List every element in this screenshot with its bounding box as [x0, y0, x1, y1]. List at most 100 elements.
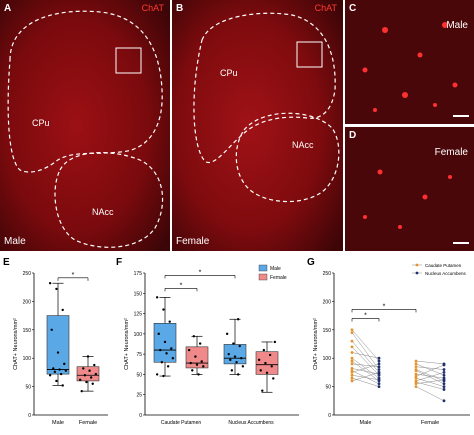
g-female-nacc-point	[442, 363, 446, 367]
f-male-1-data-point	[230, 369, 234, 372]
f-female-1-data-point	[268, 353, 272, 357]
g-female-nacc-point	[442, 388, 446, 391]
f-male-0-data-point	[165, 352, 168, 355]
e-y-tick-label: 200	[23, 299, 32, 305]
f-female-1-data-point	[264, 361, 267, 365]
g-female-cpu-point	[414, 382, 418, 386]
g-male-pair-line	[351, 352, 380, 359]
f-female-0-data-point	[192, 335, 196, 338]
g-female-nacc-point	[442, 399, 446, 403]
e-male-data-point	[48, 282, 52, 285]
f-female-0-data-point	[194, 355, 197, 358]
f-y-tick-label: 0	[139, 413, 142, 419]
e-y-tick-label: 100	[23, 356, 32, 362]
e-male-data-point	[48, 374, 52, 377]
g-legend-marker	[415, 271, 419, 275]
f-x-tick-label: Nucleus Accumbens	[228, 420, 274, 426]
f-male-0-data-point	[157, 332, 160, 336]
g-female-cpu-point	[414, 376, 418, 380]
f-male-1-data-point	[232, 342, 235, 345]
f-sig-star: *	[199, 269, 202, 276]
g-sig-star: *	[383, 303, 386, 310]
panel-e-svg: 0 50 100 150 200 250 ChAT+ Neurons/mm² Male Fema…	[13, 271, 108, 426]
e-x-tick-label: Male	[52, 420, 64, 426]
e-male-box	[46, 315, 70, 375]
e-female-box	[76, 366, 100, 382]
panel-b-label: B	[176, 3, 184, 14]
f-legend-label: Female	[270, 275, 287, 281]
e-y-tick-label: 150	[23, 328, 32, 334]
f-legend-swatch	[258, 273, 268, 281]
e-female-data-point	[78, 378, 82, 381]
g-male-nacc-point	[377, 385, 381, 388]
f-female-1-data-point	[272, 377, 275, 380]
g-male-pair-line	[351, 346, 380, 376]
f-male-0-data-point	[171, 357, 175, 360]
g-male-cpu-point	[350, 356, 354, 360]
e-y-tick-label: 0	[28, 413, 31, 419]
e-female-data-point	[82, 367, 85, 370]
g-male-nacc-point	[377, 356, 381, 360]
g-legend-label: Nucleus Accumbens	[425, 271, 467, 276]
f-female-0-data-point	[191, 369, 194, 372]
g-female-nacc-point	[442, 368, 446, 371]
g-male-cpu-point	[350, 328, 354, 332]
e-male-data-point	[61, 384, 64, 387]
g-female-pair-line	[415, 363, 445, 376]
e-female-data-point	[80, 389, 83, 393]
f-female-0-data-point	[195, 363, 199, 366]
g-female-pair-line	[415, 373, 445, 379]
g-female-cpu-point	[414, 372, 418, 376]
e-male-data-point	[52, 367, 55, 370]
f-female-1-data-point	[270, 365, 273, 368]
f-legend-swatch	[258, 264, 268, 272]
f-male-0-data-point	[159, 348, 162, 352]
g-legend-label: Caudate Putamen	[425, 263, 462, 268]
g-female-cpu-point	[414, 385, 418, 388]
f-male-1-data-point	[236, 318, 240, 321]
g-male-pair-line	[351, 340, 380, 373]
e-female-data-point	[89, 376, 93, 379]
panel-a-sex-label: Male	[4, 236, 26, 247]
g-male-pair-line	[351, 377, 380, 387]
f-female-1-data-point	[273, 340, 277, 344]
panel-d-stain-image	[345, 127, 474, 251]
g-female-cpu-point	[414, 365, 418, 369]
e-female-data-point	[86, 355, 90, 358]
f-male-0-data-point	[155, 373, 159, 376]
g-sig-star: *	[364, 312, 367, 319]
g-female-cpu-point	[414, 369, 418, 373]
f-male-1-data-point	[241, 365, 245, 368]
f-x-tick-label: Caudate Putamen	[161, 420, 202, 426]
g-male-cpu-point	[350, 359, 354, 363]
g-female-nacc-point	[442, 371, 446, 374]
f-y-tick-label: 75	[136, 352, 142, 358]
panel-b-nacc-label: NAcc	[292, 140, 314, 150]
g-female-nacc-point	[442, 378, 446, 382]
f-male-1-data-point	[227, 352, 230, 356]
g-male-cpu-point	[350, 373, 354, 377]
f-female-1-data-point	[257, 358, 261, 362]
g-male-nacc-point	[377, 365, 381, 369]
g-female-nacc-point	[442, 373, 446, 377]
f-y-tick-label: 125	[134, 312, 143, 318]
g-male-cpu-point	[350, 367, 354, 370]
panel-a-cpu-label: CPu	[32, 118, 50, 128]
g-male-pair-line	[351, 370, 380, 384]
panel-a-stain-label: ChAT	[141, 3, 164, 13]
g-male-cpu-point	[350, 371, 354, 374]
e-male-data-point	[56, 351, 60, 354]
panel-e-chart: E 0 50 100 150 200 250 ChAT+ Neurons/mm² Male Fe…	[0, 255, 112, 435]
g-male-cpu-point	[350, 379, 354, 383]
panel-b-stain-image	[172, 0, 343, 251]
g-y-tick-label: 250	[323, 271, 332, 277]
g-female-pair-line	[415, 369, 445, 382]
f-y-axis-label: ChAT+ Neurons/mm²	[124, 318, 130, 370]
f-male-0-data-point	[168, 320, 171, 323]
e-y-tick-label: 250	[23, 271, 32, 277]
f-male-1-data-point	[240, 357, 243, 360]
f-female-1-data-point	[262, 348, 266, 352]
panel-b-cpu-label: CPu	[220, 68, 238, 78]
g-female-pair-line	[415, 370, 445, 384]
f-y-tick-label: 100	[134, 332, 143, 338]
